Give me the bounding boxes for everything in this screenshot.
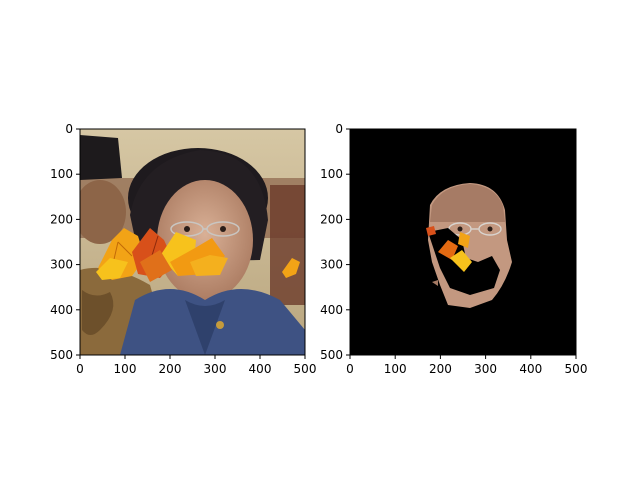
right-xtick-label: 200 (429, 362, 452, 376)
right-axes-frame (349, 128, 577, 356)
left-xtick-label: 100 (114, 362, 137, 376)
right-ytick-label: 400 (320, 303, 343, 317)
left-xtick-label: 400 (249, 362, 272, 376)
right-ytick-label: 200 (320, 212, 343, 226)
right-ytick-label: 0 (335, 122, 343, 136)
single-leaf (282, 258, 300, 278)
left-xtick-label: 0 (76, 362, 84, 376)
left-ytick-label: 500 (50, 348, 73, 362)
left-ytick-label: 400 (50, 303, 73, 317)
left-xtick-label: 500 (294, 362, 317, 376)
right-ytick-label: 100 (320, 167, 343, 181)
left-ytick-label: 100 (50, 167, 73, 181)
left-xtick-label: 300 (204, 362, 227, 376)
right-ytick-label: 300 (320, 258, 343, 272)
left-ytick-label: 300 (50, 258, 73, 272)
right-xtick-label: 300 (474, 362, 497, 376)
right-xtick-label: 0 (346, 362, 354, 376)
left-ytick-label: 0 (65, 122, 73, 136)
left-axes-frame (79, 128, 306, 356)
leaf-cluster (96, 228, 228, 282)
right-ytick-label: 500 (320, 348, 343, 362)
right-mask-image (350, 129, 576, 355)
right-xtick-label: 500 (565, 362, 588, 376)
left-xtick-label: 200 (159, 362, 182, 376)
right-xtick-label: 100 (384, 362, 407, 376)
right-xtick-label: 400 (519, 362, 542, 376)
left-photo-image (80, 129, 305, 355)
left-ytick-label: 200 (50, 212, 73, 226)
